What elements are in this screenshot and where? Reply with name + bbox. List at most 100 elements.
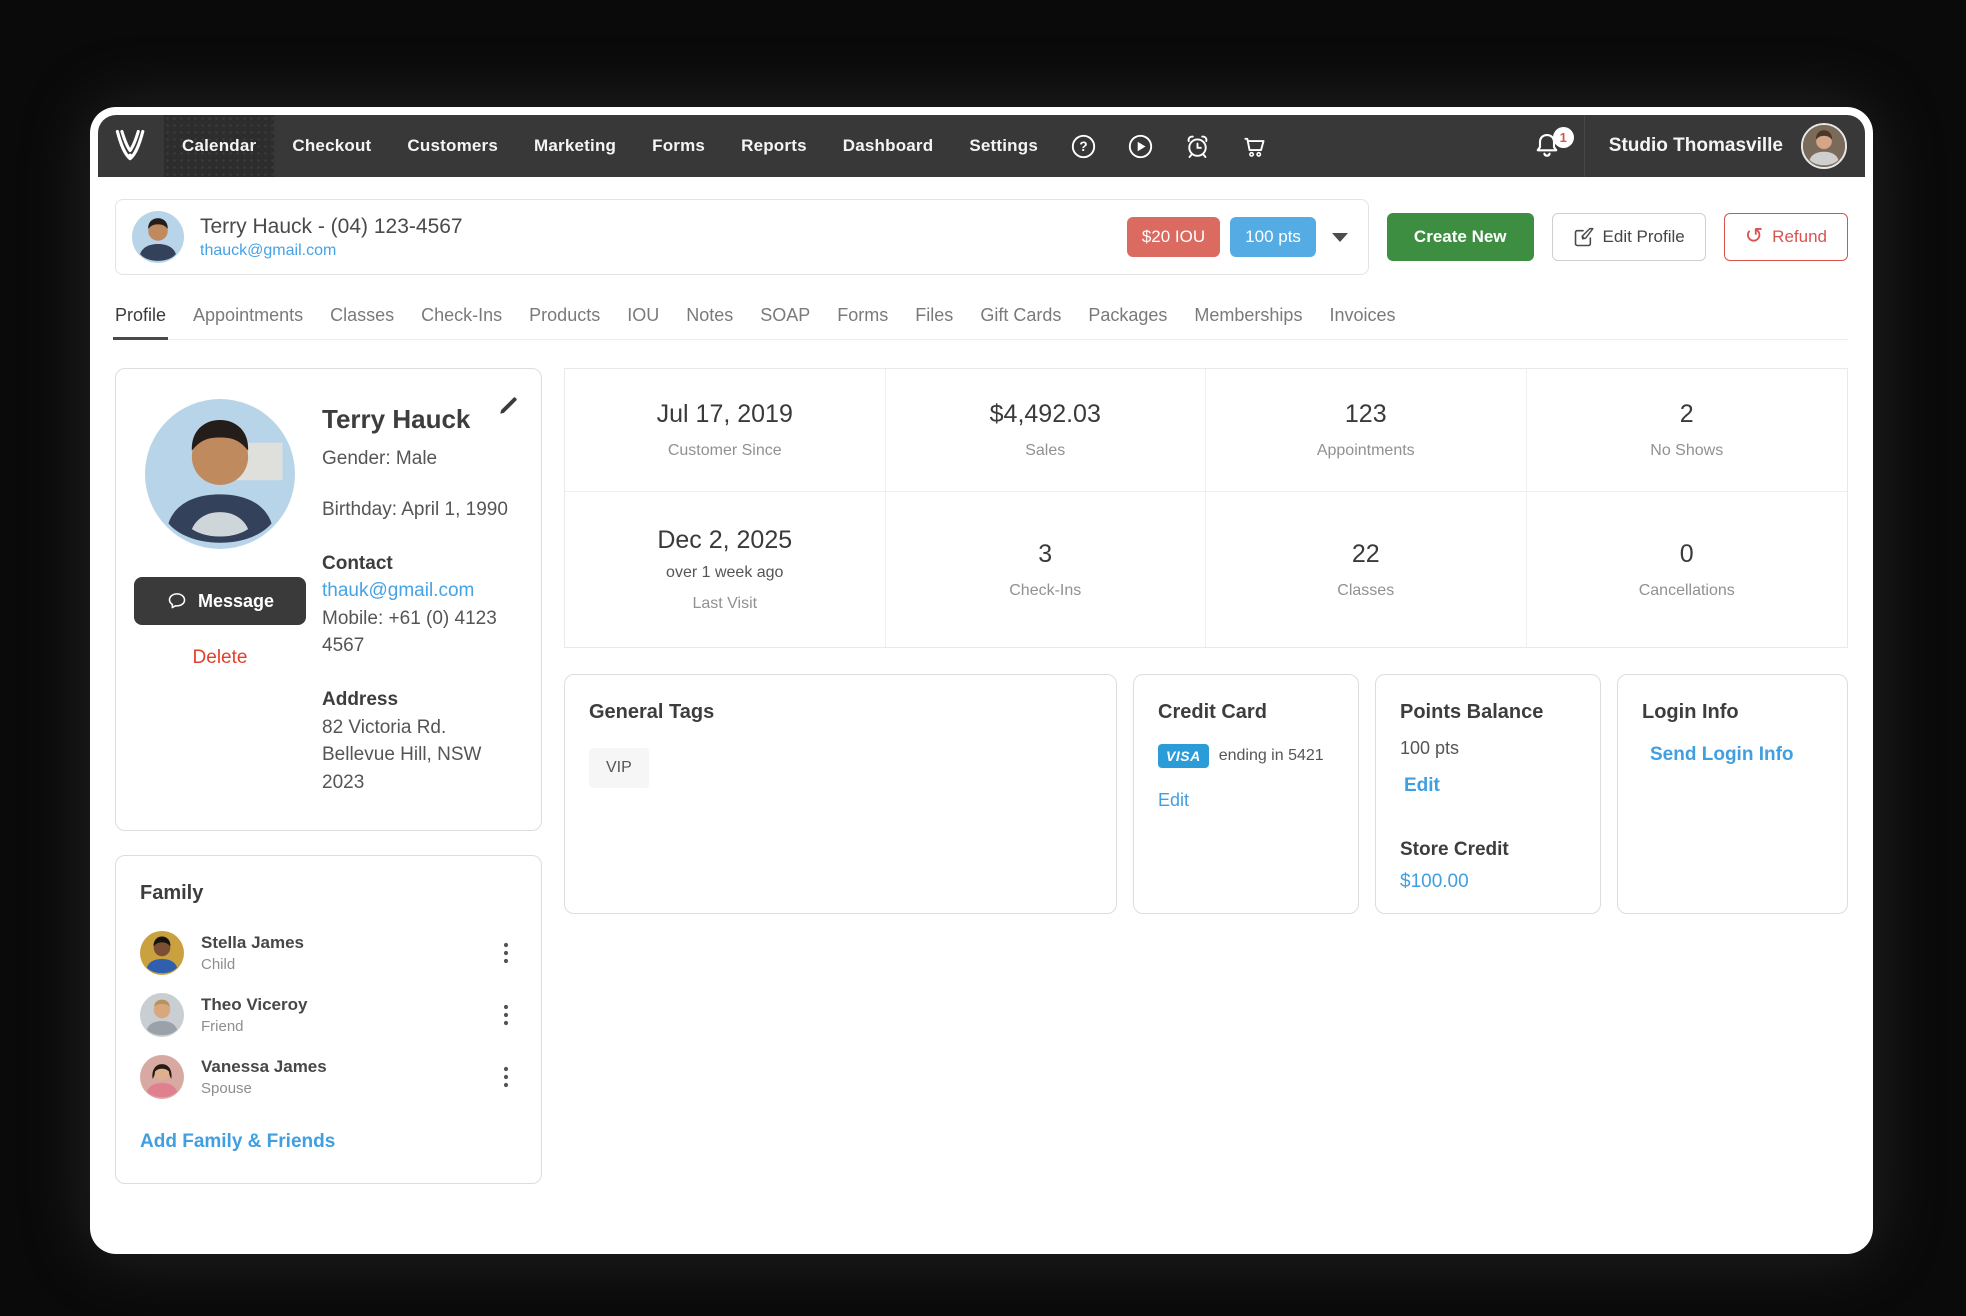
family-member-info: Theo Viceroy Friend: [201, 995, 307, 1035]
profile-name: Terry Hauck: [322, 404, 471, 434]
account-avatar[interactable]: [1801, 123, 1847, 169]
tab-memberships[interactable]: Memberships: [1194, 305, 1303, 325]
tab-notes[interactable]: Notes: [686, 305, 734, 325]
profile-mobile: Mobile: +61 (0) 4123 4567: [322, 607, 497, 657]
cart-icon[interactable]: [1241, 133, 1268, 160]
tab-files[interactable]: Files: [915, 305, 954, 325]
address-line1: 82 Victoria Rd.: [322, 716, 447, 738]
tab-classes[interactable]: Classes: [330, 305, 395, 325]
account-name[interactable]: Studio Thomasville: [1608, 135, 1783, 156]
points-balance-heading: Points Balance: [1400, 701, 1544, 723]
contact-heading: Contact: [322, 552, 393, 574]
edit-pencil-icon[interactable]: [497, 395, 519, 417]
nav-item-reports[interactable]: Reports: [741, 136, 807, 155]
nav-item-settings[interactable]: Settings: [969, 136, 1038, 155]
stat-value: 22: [1351, 539, 1380, 568]
stat-customer-since: Jul 17, 2019 Customer Since: [565, 369, 886, 492]
refund-button[interactable]: ↺ Refund: [1723, 213, 1848, 261]
customer-avatar: [132, 211, 184, 263]
stat-value: $4,492.03: [989, 400, 1101, 428]
tab-gift-cards[interactable]: Gift Cards: [980, 305, 1062, 325]
family-member-name[interactable]: Theo Viceroy: [201, 995, 308, 1015]
tab-check-ins[interactable]: Check-Ins: [421, 305, 503, 325]
notifications-button[interactable]: 1: [1510, 115, 1584, 177]
family-member-relation: Child: [201, 956, 236, 974]
family-row: Theo Viceroy Friend: [140, 993, 517, 1038]
tab-soap[interactable]: SOAP: [760, 305, 811, 325]
points-badge[interactable]: 100 pts: [1230, 217, 1316, 257]
family-member-name[interactable]: Stella James: [201, 933, 305, 953]
profile-details: Terry Hauck Gender: Male Birthday: April…: [322, 399, 517, 796]
store-credit-value[interactable]: $100.00: [1400, 871, 1469, 892]
credit-card-edit-link[interactable]: Edit: [1158, 790, 1190, 810]
badges-dropdown-caret[interactable]: [1331, 232, 1348, 242]
stat-label: No Shows: [1650, 442, 1724, 459]
undo-icon: ↺: [1744, 224, 1764, 249]
tab-products[interactable]: Products: [529, 305, 601, 325]
nav-item-dashboard[interactable]: Dashboard: [842, 136, 934, 155]
family-row: Vanessa James Spouse: [140, 1055, 517, 1100]
edit-square-icon: [1574, 227, 1594, 246]
general-tags-heading: General Tags: [589, 701, 715, 723]
vagaro-logo-icon: [115, 129, 145, 161]
stat-value: 2: [1679, 400, 1694, 428]
delete-link[interactable]: Delete: [192, 647, 248, 668]
nav-item-customers[interactable]: Customers: [407, 136, 499, 155]
add-family-link[interactable]: Add Family & Friends: [140, 1131, 336, 1153]
customer-identity: Terry Hauck - (04) 123-4567 thauck@gmail…: [200, 215, 463, 260]
speech-bubble-icon: [168, 593, 186, 609]
profile-photo-column: Message Delete: [134, 399, 306, 796]
customer-stats-grid: Jul 17, 2019 Customer Since $4,492.03 Sa…: [564, 368, 1848, 648]
send-login-info-link[interactable]: Send Login Info: [1650, 744, 1794, 765]
stat-cancellations: 0 Cancellations: [1527, 492, 1848, 647]
edit-profile-button[interactable]: Edit Profile: [1551, 213, 1706, 261]
profile-email-link[interactable]: thauk@gmail.com: [322, 580, 475, 602]
family-list: Stella James Child: [140, 931, 517, 1100]
iou-badge[interactable]: $20 IOU: [1126, 217, 1221, 257]
tag-chip-vip: VIP: [589, 748, 649, 788]
help-icon[interactable]: ?: [1070, 133, 1097, 160]
nav-item-calendar[interactable]: Calendar: [164, 115, 275, 177]
tab-packages[interactable]: Packages: [1088, 305, 1168, 325]
tab-forms[interactable]: Forms: [837, 305, 889, 325]
vagaro-logo[interactable]: [98, 115, 164, 177]
tab-invoices[interactable]: Invoices: [1329, 305, 1396, 325]
family-member-menu-icon[interactable]: [495, 1002, 517, 1028]
tab-profile[interactable]: Profile: [112, 305, 169, 340]
customer-tabs: Profile Appointments Classes Check-Ins P…: [112, 305, 1848, 340]
family-member-relation: Spouse: [201, 1080, 252, 1098]
message-button[interactable]: Message: [134, 577, 306, 625]
top-navbar: Calendar Checkout Customers Marketing Fo…: [98, 115, 1865, 177]
family-member-avatar: [140, 931, 184, 976]
points-edit-link[interactable]: Edit: [1404, 775, 1440, 796]
stats-row-1: Jul 17, 2019 Customer Since $4,492.03 Sa…: [565, 369, 1847, 492]
stat-last-visit: Dec 2, 2025 over 1 week ago Last Visit: [565, 492, 886, 647]
stat-value: 3: [1038, 539, 1053, 568]
tab-appointments[interactable]: Appointments: [193, 305, 304, 325]
family-member-name[interactable]: Vanessa James: [201, 1057, 327, 1077]
nav-item-forms[interactable]: Forms: [652, 136, 706, 155]
profile-content: Message Delete Terry Hauck Gender: Male …: [115, 368, 1848, 1185]
alarm-clock-icon[interactable]: [1184, 133, 1211, 160]
svg-text:?: ?: [1079, 139, 1087, 154]
tab-iou[interactable]: IOU: [627, 305, 660, 325]
family-member-menu-icon[interactable]: [495, 1064, 517, 1090]
nav-item-checkout[interactable]: Checkout: [292, 136, 372, 155]
visa-icon: VISA: [1158, 744, 1209, 768]
credit-card-row: VISA ending in 5421: [1158, 744, 1334, 768]
stat-label: Cancellations: [1638, 581, 1735, 599]
stats-row-2: Dec 2, 2025 over 1 week ago Last Visit 3…: [565, 492, 1847, 647]
family-member-menu-icon[interactable]: [495, 940, 517, 966]
family-row: Stella James Child: [140, 931, 517, 976]
customer-email-link[interactable]: thauck@gmail.com: [200, 241, 337, 259]
create-new-button[interactable]: Create New: [1386, 213, 1534, 261]
points-balance-card: Points Balance 100 pts Edit Store Credit…: [1375, 674, 1601, 914]
customer-header-bar: Terry Hauck - (04) 123-4567 thauck@gmail…: [115, 199, 1848, 275]
play-icon[interactable]: [1127, 133, 1154, 160]
store-credit-heading: Store Credit: [1400, 839, 1509, 860]
nav-item-marketing[interactable]: Marketing: [534, 136, 617, 155]
stat-classes: 22 Classes: [1206, 492, 1527, 647]
info-cards-row: General Tags VIP Credit Card VISA ending…: [564, 674, 1848, 914]
account-section: Studio Thomasville: [1583, 115, 1865, 177]
stat-label: Classes: [1337, 581, 1395, 599]
